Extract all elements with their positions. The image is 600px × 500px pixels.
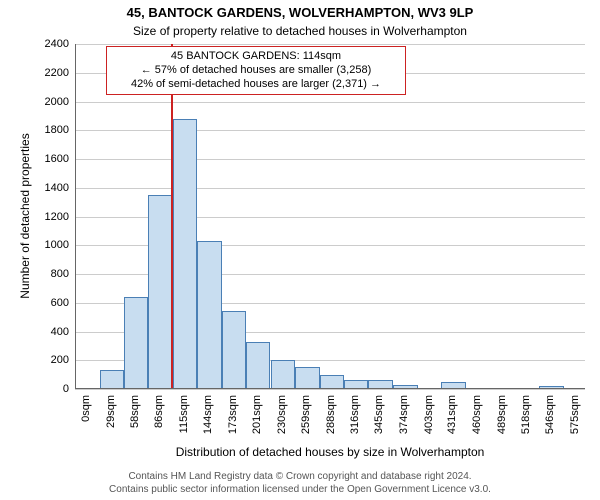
x-tick-label: 403sqm bbox=[423, 395, 435, 445]
y-tick-label: 1400 bbox=[45, 182, 69, 194]
histogram-bar bbox=[197, 241, 222, 389]
y-tick-label: 200 bbox=[51, 354, 69, 366]
x-tick-label: 518sqm bbox=[520, 395, 532, 445]
x-axis-line bbox=[75, 388, 585, 389]
grid-line bbox=[75, 130, 585, 131]
histogram-bar bbox=[124, 297, 148, 389]
property-info-box: 45 BANTOCK GARDENS: 114sqm ← 57% of deta… bbox=[106, 46, 406, 95]
grid-line bbox=[75, 44, 585, 45]
chart-title: 45, BANTOCK GARDENS, WOLVERHAMPTON, WV3 … bbox=[0, 5, 600, 20]
histogram-bar bbox=[100, 370, 125, 389]
grid-line bbox=[75, 159, 585, 160]
histogram-bar bbox=[246, 342, 271, 389]
footer-attribution: Contains HM Land Registry data © Crown c… bbox=[0, 471, 600, 496]
y-tick-label: 400 bbox=[51, 326, 69, 338]
y-tick-label: 0 bbox=[63, 383, 69, 395]
footer-line-2: Contains public sector information licen… bbox=[0, 484, 600, 497]
y-tick-label: 1600 bbox=[45, 153, 69, 165]
property-marker-line bbox=[171, 44, 173, 389]
y-axis-label: Number of detached properties bbox=[18, 106, 32, 326]
info-line-2: ← 57% of detached houses are smaller (3,… bbox=[115, 64, 397, 78]
info-line-3: 42% of semi-detached houses are larger (… bbox=[115, 78, 397, 92]
histogram-bar bbox=[222, 311, 246, 389]
y-tick-label: 600 bbox=[51, 297, 69, 309]
x-tick-label: 460sqm bbox=[471, 395, 483, 445]
x-tick-label: 575sqm bbox=[569, 395, 581, 445]
x-tick-label: 489sqm bbox=[496, 395, 508, 445]
x-tick-label: 259sqm bbox=[300, 395, 312, 445]
x-tick-label: 374sqm bbox=[398, 395, 410, 445]
y-tick-label: 2000 bbox=[45, 96, 69, 108]
x-tick-label: 58sqm bbox=[129, 395, 141, 445]
x-tick-label: 431sqm bbox=[446, 395, 458, 445]
x-tick-label: 546sqm bbox=[544, 395, 556, 445]
histogram-bar bbox=[271, 360, 296, 389]
grid-line bbox=[75, 102, 585, 103]
x-tick-label: 288sqm bbox=[325, 395, 337, 445]
histogram-bar bbox=[320, 375, 344, 389]
x-tick-label: 201sqm bbox=[251, 395, 263, 445]
y-tick-label: 2200 bbox=[45, 67, 69, 79]
footer-line-1: Contains HM Land Registry data © Crown c… bbox=[0, 471, 600, 484]
grid-line bbox=[75, 389, 585, 390]
grid-line bbox=[75, 188, 585, 189]
y-tick-label: 2400 bbox=[45, 38, 69, 50]
y-tick-label: 1800 bbox=[45, 124, 69, 136]
histogram-bar bbox=[148, 195, 173, 389]
y-axis-line bbox=[75, 44, 76, 389]
y-tick-label: 800 bbox=[51, 268, 69, 280]
y-tick-label: 1000 bbox=[45, 239, 69, 251]
x-tick-label: 115sqm bbox=[178, 395, 190, 445]
x-tick-label: 316sqm bbox=[349, 395, 361, 445]
chart-subtitle: Size of property relative to detached ho… bbox=[0, 24, 600, 38]
histogram-bar bbox=[173, 119, 198, 389]
x-tick-label: 0sqm bbox=[80, 395, 92, 445]
x-tick-label: 230sqm bbox=[276, 395, 288, 445]
x-tick-label: 345sqm bbox=[373, 395, 385, 445]
histogram-plot bbox=[75, 44, 585, 389]
x-axis-label: Distribution of detached houses by size … bbox=[75, 445, 585, 459]
x-tick-label: 29sqm bbox=[105, 395, 117, 445]
info-line-1: 45 BANTOCK GARDENS: 114sqm bbox=[115, 50, 397, 64]
x-tick-label: 86sqm bbox=[153, 395, 165, 445]
x-tick-label: 144sqm bbox=[202, 395, 214, 445]
x-tick-label: 173sqm bbox=[227, 395, 239, 445]
y-tick-label: 1200 bbox=[45, 211, 69, 223]
histogram-bar bbox=[295, 367, 320, 389]
